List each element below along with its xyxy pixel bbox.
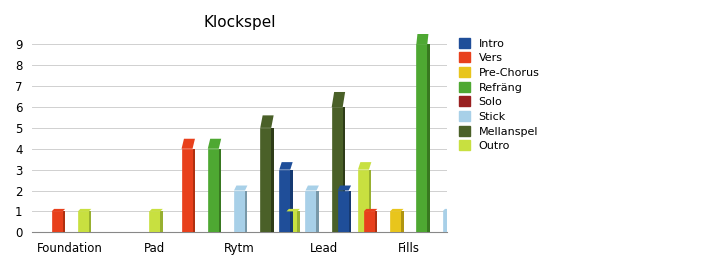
Bar bbox=[62, 211, 65, 232]
Bar bbox=[442, 211, 453, 232]
Bar bbox=[416, 44, 428, 232]
Bar bbox=[192, 149, 195, 232]
Bar bbox=[369, 170, 371, 232]
Polygon shape bbox=[442, 209, 456, 211]
Bar bbox=[479, 149, 482, 232]
Polygon shape bbox=[234, 185, 247, 191]
Bar bbox=[78, 211, 89, 232]
Polygon shape bbox=[208, 139, 221, 149]
Bar bbox=[160, 211, 163, 232]
Polygon shape bbox=[416, 22, 430, 44]
Bar bbox=[338, 191, 349, 232]
Polygon shape bbox=[390, 209, 404, 211]
Polygon shape bbox=[358, 162, 371, 170]
Polygon shape bbox=[260, 115, 274, 128]
Polygon shape bbox=[78, 209, 91, 211]
Polygon shape bbox=[150, 209, 163, 211]
Bar bbox=[298, 211, 300, 232]
Polygon shape bbox=[286, 209, 300, 211]
Polygon shape bbox=[332, 92, 345, 107]
Polygon shape bbox=[279, 162, 293, 170]
Bar bbox=[260, 128, 271, 232]
Polygon shape bbox=[364, 209, 377, 211]
Bar bbox=[332, 107, 343, 232]
Bar bbox=[271, 128, 274, 232]
Bar bbox=[469, 149, 479, 232]
Bar bbox=[286, 211, 298, 232]
Bar bbox=[182, 149, 192, 232]
Bar bbox=[52, 211, 62, 232]
Bar bbox=[234, 191, 245, 232]
Bar bbox=[401, 211, 404, 232]
Polygon shape bbox=[469, 139, 482, 149]
Bar bbox=[364, 211, 375, 232]
Bar bbox=[349, 191, 351, 232]
Bar bbox=[428, 44, 430, 232]
Bar bbox=[245, 191, 247, 232]
Polygon shape bbox=[182, 139, 195, 149]
Bar bbox=[150, 211, 160, 232]
Bar bbox=[208, 149, 219, 232]
Bar bbox=[305, 191, 317, 232]
Polygon shape bbox=[338, 185, 351, 191]
Bar bbox=[279, 170, 290, 232]
Bar bbox=[390, 211, 401, 232]
Bar bbox=[453, 211, 456, 232]
Title: Klockspel: Klockspel bbox=[204, 15, 276, 30]
Bar bbox=[358, 170, 369, 232]
Polygon shape bbox=[305, 185, 319, 191]
Bar bbox=[290, 170, 293, 232]
Bar bbox=[317, 191, 319, 232]
Bar bbox=[343, 107, 345, 232]
Bar bbox=[219, 149, 221, 232]
Bar bbox=[375, 211, 377, 232]
Bar bbox=[89, 211, 91, 232]
Polygon shape bbox=[52, 209, 65, 211]
Legend: Intro, Vers, Pre-Chorus, Refräng, Solo, Stick, Mellanspel, Outro: Intro, Vers, Pre-Chorus, Refräng, Solo, … bbox=[456, 36, 542, 153]
